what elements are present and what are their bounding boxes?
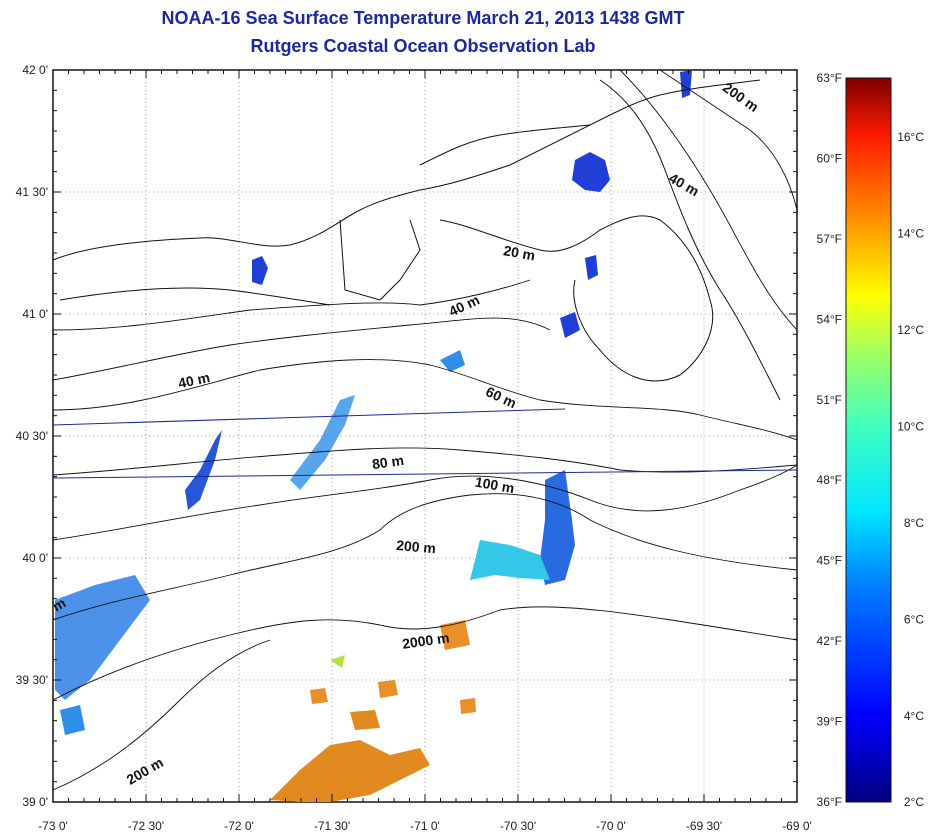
tracks: [53, 408, 797, 479]
colorbar-c-label: 6°C: [904, 613, 924, 627]
isobath-line: [53, 493, 797, 621]
sst-patch: [572, 152, 610, 192]
lat-label: 40 0': [22, 551, 48, 565]
lon-label: -69 30': [686, 819, 722, 833]
coast-line: [339, 219, 421, 301]
isobath-line: [53, 279, 531, 331]
coast-line: [439, 215, 714, 382]
colorbar-c-label: 10°C: [897, 420, 924, 434]
isobath-line: [659, 70, 797, 211]
lon-label: -70 30': [500, 819, 536, 833]
longitude-labels: -73 0' -72 30' -72 0' -71 30' -71 0' -70 30' -…: [38, 819, 812, 833]
map-title: NOAA-16 Sea Surface Temperature March 21…: [161, 8, 685, 28]
sst-patch: [55, 575, 150, 700]
sst-patch: [540, 470, 575, 585]
lon-label: -72 30': [128, 819, 164, 833]
isobath-line: [619, 70, 797, 331]
coast-line: [599, 79, 781, 401]
lat-label: 41 0': [22, 307, 48, 321]
colorbar-c-label: 16°C: [897, 130, 924, 144]
colorbar-c-label: 2°C: [904, 795, 924, 809]
lon-label: -71 0': [410, 819, 440, 833]
colorbar-celsius-labels: 16°C 14°C 12°C 10°C 8°C 6°C 4°C 2°C: [897, 130, 924, 809]
lon-label: -70 0': [596, 819, 626, 833]
lon-label: -72 0': [224, 819, 254, 833]
sst-patch: [560, 312, 580, 338]
sst-patch: [585, 255, 598, 280]
lat-label: 39 30': [16, 673, 48, 687]
track-line: [53, 408, 566, 426]
sst-patch: [440, 620, 470, 650]
sst-patch: [310, 688, 328, 704]
isobath-line: [53, 317, 551, 381]
lat-label: 39 0': [22, 795, 48, 809]
isobath-line: [53, 606, 797, 701]
colorbar-f-label: 39°F: [817, 715, 842, 729]
sst-patch: [350, 710, 380, 730]
colorbar-c-label: 12°C: [897, 323, 924, 337]
coast-line: [53, 79, 761, 261]
isobath-line: [53, 639, 271, 791]
colorbar-fahrenheit-labels: 63°F 60°F 57°F 54°F 51°F 48°F 45°F 42°F 39°F 36°F: [817, 71, 842, 809]
isobath-label: 100 m: [474, 474, 516, 497]
lon-label: -73 0': [38, 819, 68, 833]
sst-patch: [252, 256, 268, 285]
colorbar-f-label: 51°F: [817, 393, 842, 407]
sst-pixels: [55, 70, 692, 802]
lat-label: 40 30': [16, 429, 48, 443]
isobath-line: [53, 359, 797, 441]
isobath-label: 40 m: [177, 369, 212, 391]
lat-label: 41 30': [16, 185, 48, 199]
colorbar: [845, 77, 892, 803]
axis-ticks: [52, 69, 798, 803]
colorbar-f-label: 42°F: [817, 634, 842, 648]
lon-label: -71 30': [314, 819, 350, 833]
isobath-line: [53, 464, 797, 541]
colorbar-c-label: 14°C: [897, 227, 924, 241]
coast-line: [59, 287, 331, 306]
isobath-label: 20 m: [502, 242, 536, 263]
sst-patch: [440, 350, 465, 372]
isobath-label: 80 m: [371, 452, 405, 472]
map-subtitle: Rutgers Coastal Ocean Observation Lab: [250, 36, 596, 56]
track-line: [53, 469, 797, 479]
colorbar-f-label: 45°F: [817, 554, 842, 568]
sst-patch: [470, 540, 550, 580]
isobath-line: [53, 447, 797, 476]
isobaths: [53, 70, 797, 791]
colorbar-f-label: 48°F: [817, 473, 842, 487]
sst-patch: [330, 655, 345, 668]
colorbar-c-label: 8°C: [904, 516, 924, 530]
lat-label: 42 0': [22, 63, 48, 77]
isobath-label: 200 m: [396, 537, 437, 556]
sst-patch: [290, 395, 355, 490]
sst-patch: [460, 698, 476, 714]
colorbar-c-label: 4°C: [904, 709, 924, 723]
isobath-label: 2000 m: [401, 629, 450, 651]
sst-patch: [378, 680, 398, 698]
colorbar-f-label: 63°F: [817, 71, 842, 85]
lon-label: -69 0': [782, 819, 812, 833]
latitude-labels: 42 0' 41 30' 41 0' 40 30' 40 0' 39 30' 39 0': [16, 63, 48, 809]
sst-patch: [185, 430, 222, 510]
colorbar-f-label: 54°F: [817, 312, 842, 326]
colorbar-f-label: 57°F: [817, 232, 842, 246]
sst-patch: [270, 740, 430, 802]
sst-patch: [60, 705, 85, 735]
coastline: [53, 79, 781, 401]
colorbar-f-label: 36°F: [817, 795, 842, 809]
coast-line: [419, 124, 591, 166]
colorbar-f-label: 60°F: [817, 151, 842, 165]
